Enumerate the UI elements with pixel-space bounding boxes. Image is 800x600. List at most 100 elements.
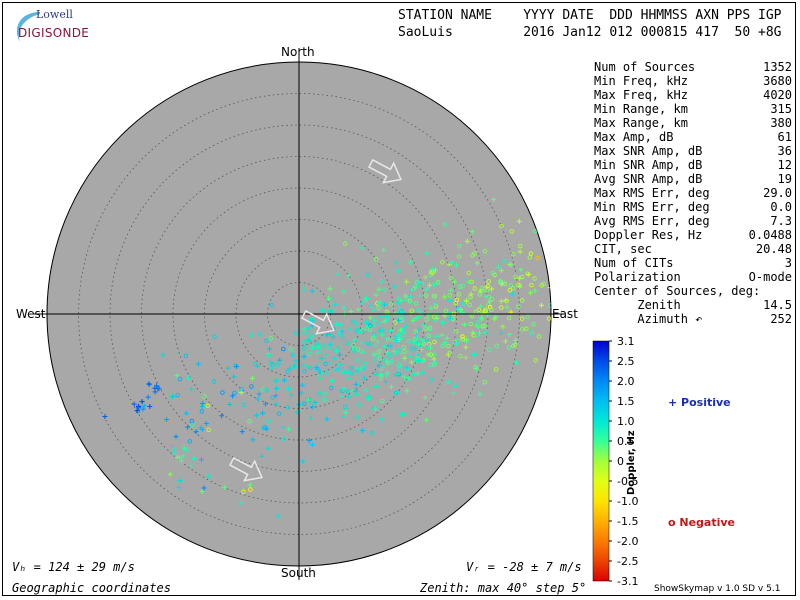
positive-point: [323, 352, 329, 358]
positive-point: [324, 416, 330, 422]
negative-point: [428, 377, 434, 382]
positive-point: [198, 457, 204, 463]
negative-point: [376, 305, 381, 311]
positive-point: [353, 328, 359, 334]
negative-point: [635, 167, 639, 171]
negative-point: [340, 388, 345, 394]
negative-point: [493, 367, 499, 372]
positive-point: [265, 445, 271, 451]
negative-point: [343, 241, 348, 246]
colorbar-gradient: [592, 340, 610, 582]
negative-point: [415, 307, 421, 313]
positive-point: [423, 417, 429, 423]
negative-point: [510, 343, 516, 349]
positive-point: [340, 386, 346, 392]
positive-point: [517, 249, 523, 255]
positive-point: [353, 381, 359, 387]
positive-point: [503, 338, 509, 344]
positive-point: [381, 247, 387, 253]
positive-point: [445, 379, 451, 385]
negative-point: [580, 333, 584, 337]
positive-point: [508, 262, 514, 268]
negative-point: [517, 243, 523, 249]
negative-point: [190, 422, 195, 428]
positive-point: [201, 485, 207, 491]
stat-value: 0.0488: [748, 228, 792, 242]
positive-point: [234, 363, 240, 369]
positive-point: [575, 239, 580, 244]
stat-value: 19: [777, 172, 792, 186]
negative-point: [531, 322, 536, 327]
negative-point: [403, 296, 409, 302]
positive-point: [361, 375, 367, 381]
negative-point: [317, 347, 322, 352]
negative-point: [468, 321, 474, 327]
negative-point: [486, 279, 491, 284]
vertical-velocity: Vᵣ = -28 ± 7 m/s: [466, 560, 582, 574]
negative-point: [573, 270, 577, 274]
logo-text-digisonde: DIGISONDE: [18, 26, 90, 40]
negative-point: [343, 368, 349, 374]
positive-point: [329, 378, 335, 384]
negative-point: [440, 343, 445, 349]
negative-point: [375, 353, 380, 358]
negative-point: [528, 251, 534, 256]
positive-point: [169, 443, 175, 449]
positive-point: [453, 262, 459, 268]
negative-point: [386, 352, 392, 358]
negative-point: [211, 379, 217, 384]
positive-point: [423, 287, 429, 293]
positive-point: [273, 378, 279, 384]
header-values: SaoLuis 2016 Jan12 012 000815 417 50 +8G: [398, 25, 782, 40]
compass-west: West: [16, 307, 46, 321]
negative-point: [285, 405, 291, 410]
negative-point: [554, 279, 558, 283]
negative-point: [592, 310, 596, 314]
negative-point: [368, 323, 373, 328]
positive-point: [309, 442, 315, 448]
negative-point: [595, 247, 599, 251]
negative-point: [294, 330, 299, 336]
positive-point: [338, 322, 344, 328]
negative-point: [410, 287, 415, 292]
positive-point: [384, 370, 390, 376]
negative-point: [248, 487, 253, 492]
positive-point: [376, 362, 382, 368]
positive-point: [400, 412, 406, 418]
stat-value: 36: [777, 144, 792, 158]
negative-point: [386, 337, 391, 343]
positive-point: [301, 326, 307, 332]
positive-point: [398, 298, 404, 304]
positive-point: [340, 369, 346, 375]
negative-point: [590, 282, 594, 286]
positive-point: [273, 401, 279, 407]
positive-point: [153, 383, 159, 389]
negative-point: [413, 301, 419, 306]
stat-label: Num of CITs: [594, 256, 674, 270]
positive-point: [401, 374, 407, 380]
positive-point: [412, 346, 418, 352]
stat-row: Zenith 14.5: [594, 298, 792, 312]
negative-point: [547, 255, 551, 261]
positive-point: [264, 426, 270, 432]
negative-point: [453, 301, 459, 306]
logo-text-lowell: Lowell: [36, 8, 73, 21]
negative-point: [506, 315, 512, 321]
positive-point: [180, 453, 186, 459]
positive-point: [299, 382, 305, 388]
positive-point: [131, 401, 137, 407]
positive-point: [567, 190, 572, 195]
positive-point: [427, 282, 433, 288]
positive-point: [332, 302, 338, 308]
negative-point: [199, 409, 205, 414]
positive-point: [398, 335, 404, 341]
negative-point: [529, 282, 534, 288]
positive-point: [571, 213, 576, 218]
positive-point: [447, 298, 453, 304]
negative-point: [525, 314, 530, 320]
negative-point: [394, 370, 400, 375]
negative-point: [397, 365, 403, 371]
negative-point: [482, 309, 488, 314]
positive-point: [429, 266, 435, 272]
